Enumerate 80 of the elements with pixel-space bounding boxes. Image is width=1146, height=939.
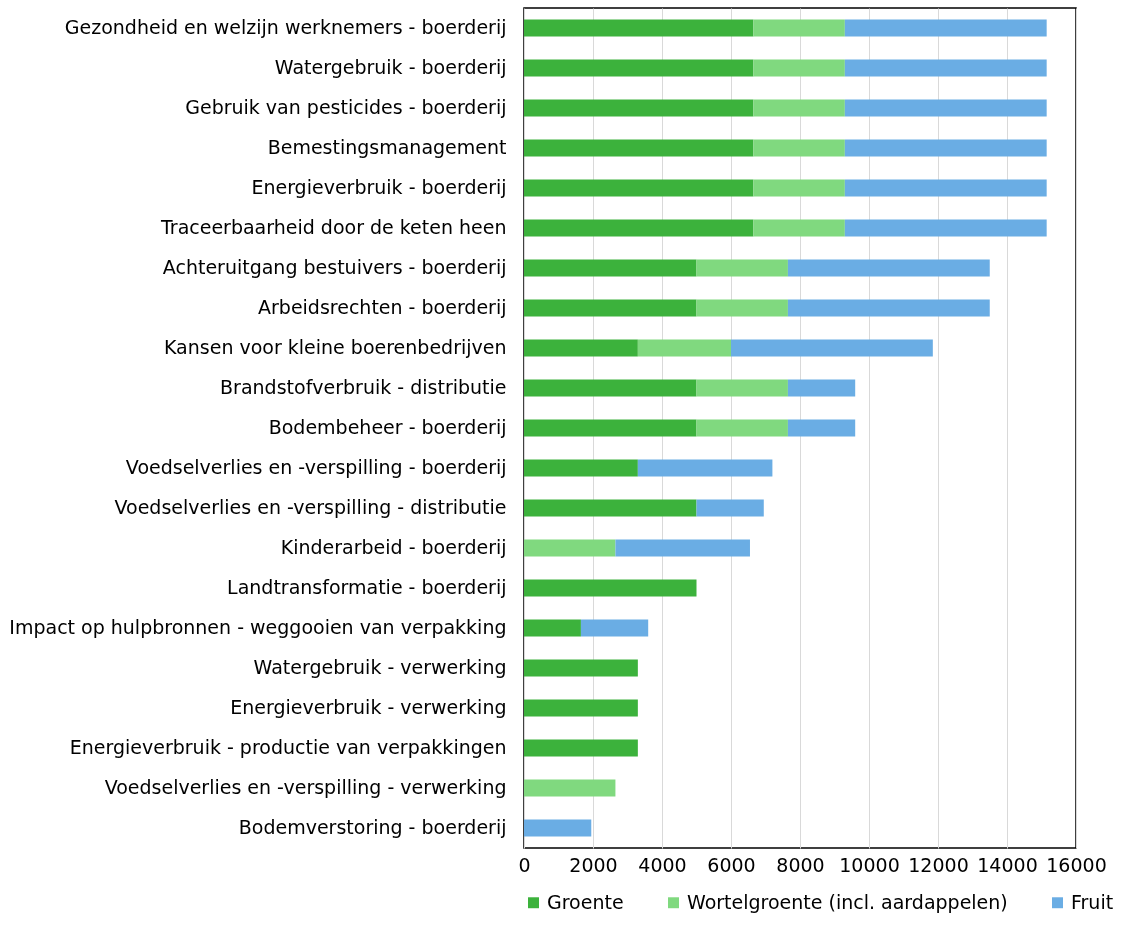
y-tick-label: Kansen voor kleine boerenbedrijven	[163, 336, 507, 358]
bar	[637, 339, 731, 357]
x-tick-label: 0	[518, 853, 531, 876]
y-tick-label: Achteruitgang bestuivers - boerderij	[162, 256, 507, 278]
bar	[524, 19, 754, 37]
bar	[524, 539, 616, 557]
y-tick-label: Bodemverstoring - boerderij	[238, 816, 507, 838]
y-tick-label: Watergebruik - verwerking	[253, 656, 507, 678]
bar	[753, 179, 845, 197]
y-tick-label: Arbeidsrechten - boerderij	[258, 296, 507, 318]
bar	[731, 339, 933, 357]
bar	[844, 139, 1047, 157]
bar	[524, 299, 697, 317]
bar	[524, 499, 697, 517]
x-tick-label: 4000	[638, 853, 687, 876]
bar	[524, 59, 754, 77]
y-tick-label: Gezondheid en welzijn werknemers - boerderij	[64, 16, 507, 38]
bar	[524, 419, 697, 437]
bar	[696, 379, 788, 397]
y-tick-label: Bemestingsmanagement	[267, 136, 507, 158]
x-tick-label: 8000	[776, 853, 825, 876]
y-tick-label: Voedselverlies en -verspilling - boerderij	[125, 456, 507, 478]
bar	[524, 219, 754, 237]
bar	[844, 219, 1047, 237]
bar	[524, 379, 697, 397]
bar	[524, 659, 638, 677]
y-tick-label: Gebruik van pesticides - boerderij	[185, 96, 507, 118]
y-tick-label: Traceerbaarheid door de keten heen	[160, 216, 507, 238]
x-tick-label: 2000	[569, 853, 618, 876]
bar	[524, 259, 697, 277]
x-tick-label: 14000	[977, 853, 1038, 876]
bar	[524, 619, 581, 637]
bar	[696, 259, 788, 277]
bar	[524, 819, 592, 837]
y-tick-label: Bodembeheer - boerderij	[268, 416, 507, 438]
bar	[787, 419, 856, 437]
bar	[753, 19, 845, 37]
bar	[524, 459, 638, 477]
bar	[524, 339, 638, 357]
x-tick-label: 10000	[839, 853, 900, 876]
bar	[696, 299, 788, 317]
bar	[787, 379, 856, 397]
bar	[524, 699, 638, 717]
bar	[524, 139, 754, 157]
bar	[753, 99, 845, 117]
x-tick-label: 12000	[908, 853, 969, 876]
bar	[753, 219, 845, 237]
bar	[844, 19, 1047, 37]
y-tick-label: Voedselverlies en -verspilling - distributie	[114, 496, 507, 518]
bar	[524, 99, 754, 117]
y-tick-label: Energieverbruik - verwerking	[230, 696, 507, 718]
bar	[696, 419, 788, 437]
y-tick-label: Watergebruik - boerderij	[274, 56, 507, 78]
x-tick-label: 6000	[707, 853, 756, 876]
bar	[844, 99, 1047, 117]
legend-label: Groente	[547, 890, 624, 913]
bar	[524, 579, 697, 597]
bar	[524, 179, 754, 197]
bar	[844, 179, 1047, 197]
bar	[580, 619, 649, 637]
legend-label: Fruit	[1071, 890, 1114, 913]
y-tick-label: Brandstofverbruik - distributie	[220, 376, 507, 398]
bar	[753, 59, 845, 77]
bar	[696, 499, 764, 517]
y-tick-label: Energieverbruik - boerderij	[251, 176, 507, 198]
y-tick-label: Kinderarbeid - boerderij	[280, 536, 507, 558]
bar	[524, 779, 616, 797]
bar	[753, 139, 845, 157]
bar	[637, 459, 773, 477]
bar	[615, 539, 750, 557]
legend-label: Wortelgroente (incl. aardappelen)	[687, 890, 1008, 913]
y-tick-label: Energieverbruik - productie van verpakkingen	[69, 736, 507, 758]
bar	[844, 59, 1047, 77]
y-tick-label: Voedselverlies en -verspilling - verwerking	[104, 776, 507, 798]
bar	[787, 259, 990, 277]
bar	[524, 739, 638, 757]
bar	[787, 299, 990, 317]
y-tick-label: Landtransformatie - boerderij	[227, 576, 507, 598]
x-tick-label: 16000	[1046, 853, 1107, 876]
y-tick-label: Impact op hulpbronnen - weggooien van verpakking	[9, 616, 507, 638]
